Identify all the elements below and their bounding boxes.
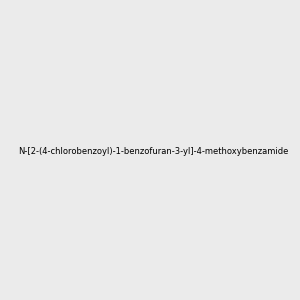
Text: N-[2-(4-chlorobenzoyl)-1-benzofuran-3-yl]-4-methoxybenzamide: N-[2-(4-chlorobenzoyl)-1-benzofuran-3-yl… [19, 147, 289, 156]
